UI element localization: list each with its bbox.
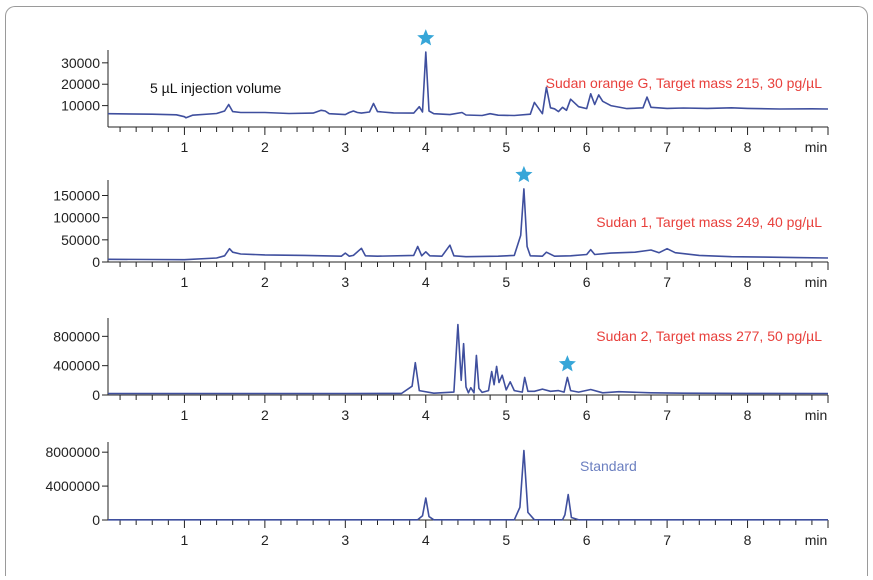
trace-annotation: Sudan orange G, Target mass 215, 30 pg/µ…: [546, 75, 823, 91]
x-tick-label: 8: [744, 139, 752, 155]
x-tick-label: 5: [502, 139, 510, 155]
y-tick-label: 8000000: [45, 444, 100, 460]
x-tick-label: 5: [502, 407, 510, 423]
y-tick-label: 4000000: [45, 478, 100, 494]
x-tick-label: 1: [181, 532, 189, 548]
x-tick-label: 1: [181, 139, 189, 155]
x-tick-label: 3: [341, 274, 349, 290]
target-peak-star-icon: [558, 355, 576, 372]
x-unit-label: min: [805, 139, 828, 155]
trace-annotation: Sudan 2, Target mass 277, 50 pg/µL: [596, 328, 822, 344]
x-tick-label: 6: [583, 274, 591, 290]
chromatogram-trace: [107, 51, 829, 119]
trace-annotation: Sudan 1, Target mass 249, 40 pg/µL: [596, 214, 822, 230]
x-tick-label: 1: [181, 407, 189, 423]
chromatogram-trace: [107, 188, 829, 261]
x-tick-label: 2: [261, 274, 269, 290]
x-tick-label: 6: [583, 407, 591, 423]
y-tick-label: 800000: [53, 328, 100, 344]
y-tick-label: 30000: [61, 55, 100, 71]
x-tick-label: 3: [341, 139, 349, 155]
x-unit-label: min: [805, 532, 828, 548]
y-tick-label: 10000: [61, 98, 100, 114]
x-tick-label: 7: [663, 532, 671, 548]
chromatogram-trace: [108, 323, 829, 395]
x-tick-label: 7: [663, 407, 671, 423]
y-tick-label: 0: [92, 254, 100, 270]
target-peak-star-icon: [417, 29, 435, 46]
x-tick-label: 6: [583, 139, 591, 155]
x-tick-label: 4: [422, 139, 430, 155]
x-tick-label: 3: [341, 532, 349, 548]
y-tick-label: 0: [92, 512, 100, 528]
chromatogram-trace: [108, 449, 828, 521]
x-tick-label: 7: [663, 139, 671, 155]
x-tick-label: 2: [261, 139, 269, 155]
x-tick-label: 3: [341, 407, 349, 423]
y-tick-label: 100000: [53, 210, 100, 226]
x-tick-label: 5: [502, 274, 510, 290]
x-tick-label: 2: [261, 532, 269, 548]
x-tick-label: 1: [181, 274, 189, 290]
x-tick-label: 8: [744, 407, 752, 423]
x-unit-label: min: [805, 407, 828, 423]
x-tick-label: 6: [583, 532, 591, 548]
trace-annotation: Standard: [580, 458, 637, 474]
x-unit-label: min: [805, 274, 828, 290]
x-tick-label: 2: [261, 407, 269, 423]
x-tick-label: 4: [422, 274, 430, 290]
x-tick-label: 7: [663, 274, 671, 290]
y-tick-label: 150000: [53, 188, 100, 204]
y-tick-label: 400000: [53, 358, 100, 374]
chart-frame: [5, 6, 868, 576]
x-tick-label: 4: [422, 532, 430, 548]
x-tick-label: 8: [744, 532, 752, 548]
target-peak-star-icon: [515, 165, 533, 183]
y-tick-label: 0: [92, 387, 100, 403]
x-tick-label: 4: [422, 407, 430, 423]
x-tick-label: 8: [744, 274, 752, 290]
y-tick-label: 50000: [61, 232, 100, 248]
x-tick-label: 5: [502, 532, 510, 548]
y-tick-label: 20000: [61, 76, 100, 92]
injection-volume-note: 5 µL injection volume: [150, 80, 281, 96]
